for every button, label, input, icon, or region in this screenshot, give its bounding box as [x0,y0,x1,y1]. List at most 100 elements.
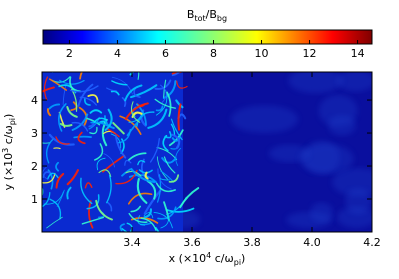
field-texture [106,87,117,92]
field-texture [154,98,177,109]
field-texture [42,192,51,208]
x-tick-label: 4.0 [303,236,321,249]
field-texture [179,187,200,209]
field-texture [71,121,89,132]
field-texture [55,136,70,145]
field-texture [170,118,183,141]
field-texture [127,192,153,205]
field-texture [171,72,181,77]
field-texture [79,72,83,80]
field-texture [171,133,181,150]
field-texture [111,80,128,86]
y-axis-label: y (×103 c/ωpi) [1,114,17,191]
field-texture [77,83,94,107]
field-texture [112,122,125,135]
field-texture [155,105,164,112]
field-texture [98,169,112,178]
field-texture [45,138,55,164]
plot-frame [41,71,373,233]
field-texture [126,222,133,232]
field-texture [163,156,176,174]
field-texture [155,182,177,193]
field-texture [153,211,173,229]
field-texture [160,214,169,229]
colorbar-tick-label: 14 [351,47,365,60]
field-texture [87,94,99,103]
colorbar-tick-label: 10 [255,47,269,60]
field-texture [95,199,113,221]
field-texture [85,117,101,126]
field-texture [55,161,60,172]
colorbar-tick-label: 12 [303,47,317,60]
label-part: c/ω [211,252,233,265]
field-texture [59,122,73,127]
field-texture [124,84,143,102]
field-texture [47,172,59,180]
label-part: pi [8,118,17,125]
field-texture [146,180,157,200]
field-texture [121,96,127,108]
x-tick-label: 3.6 [183,236,201,249]
label-part: /B [206,8,217,21]
field-texture [268,144,311,163]
field-texture [157,206,177,220]
field-texture [136,111,155,127]
field-texture [164,131,172,139]
field-texture [157,168,172,190]
colorbar-label: Btot/Bbg [187,8,227,23]
field-texture [328,114,356,136]
field-texture [103,115,115,130]
field-texture [77,131,86,145]
y-tick-label: 3 [31,127,38,140]
label-part: 3 [1,148,10,153]
field-texture [160,84,167,103]
label-part: y (×10 [2,153,15,191]
field-texture [160,178,170,181]
field-texture [176,80,188,89]
field-texture [96,157,106,171]
label-part: x (×10 [169,252,207,265]
field-texture [55,172,65,189]
field-texture [130,84,158,99]
field-texture [136,177,148,204]
field-texture [230,105,298,133]
field-texture [66,186,72,200]
field-texture [119,223,125,232]
field-texture [166,91,172,117]
field-texture [143,189,162,215]
field-texture [175,147,182,166]
field-texture [59,79,85,85]
field-texture [171,72,184,75]
label-part: pi [234,258,241,267]
field-texture [170,123,176,137]
field-texture [133,87,141,98]
field-texture [137,215,146,226]
field-texture [42,72,183,232]
label-part: ) [241,252,245,265]
field-texture [137,160,146,166]
field-texture [177,103,182,131]
field-texture [332,168,372,197]
colorbar-tick-label: 4 [114,47,121,60]
field-texture [121,228,129,232]
label-part: c/ω [2,125,15,147]
field-texture [81,216,105,225]
field-texture [80,177,93,205]
field-texture [90,121,109,127]
field-texture [62,84,67,105]
x-tick-label: 3.4 [123,236,141,249]
field-texture [110,90,120,96]
field-texture [156,156,168,180]
field-texture [46,216,63,229]
field-texture [110,133,122,149]
field-texture [48,103,61,110]
field-texture [42,142,50,144]
field-texture [336,206,372,229]
field-texture [107,201,113,212]
label-part: 4 [206,251,211,260]
label-part: bg [217,14,227,23]
field-texture [155,227,160,232]
field-texture [124,159,132,166]
field-texture [130,167,156,184]
field-texture [89,126,98,135]
